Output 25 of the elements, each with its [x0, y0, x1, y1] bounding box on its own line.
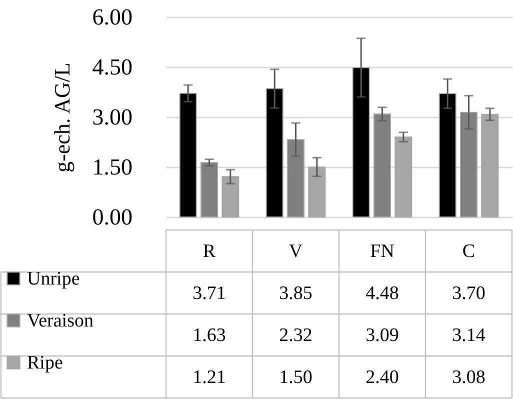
- data-label: 3.71: [192, 283, 226, 304]
- data-label: 1.21: [192, 367, 226, 388]
- data-label: 3.14: [452, 325, 486, 346]
- data-label: 2.40: [366, 367, 399, 388]
- y-tick-label: 1.50: [92, 154, 132, 180]
- data-label: 2.32: [279, 325, 312, 346]
- x-tick-label: R: [202, 241, 216, 262]
- legend-label: Ripe: [27, 352, 63, 374]
- data-label: 3.09: [366, 325, 399, 346]
- data-label: 3.85: [279, 283, 312, 304]
- data-label: 1.50: [279, 367, 312, 388]
- data-label: 1.63: [192, 325, 226, 346]
- y-tick-label: 4.50: [92, 54, 132, 80]
- y-tick-label: 0.00: [92, 204, 132, 230]
- legend-label: Unripe: [27, 268, 80, 290]
- y-tick-label: 6.00: [92, 4, 132, 30]
- y-tick-label: 3.00: [92, 104, 132, 130]
- x-tick-label: FN: [370, 241, 395, 262]
- data-label: 3.08: [452, 367, 486, 388]
- x-tick-label: C: [462, 241, 476, 262]
- x-tick-label: V: [288, 241, 303, 262]
- legend-label: Veraison: [27, 310, 94, 332]
- data-label: 4.48: [366, 283, 399, 304]
- data-label: 3.70: [452, 283, 486, 304]
- y-axis-title: g-ech. AG/L: [49, 62, 74, 172]
